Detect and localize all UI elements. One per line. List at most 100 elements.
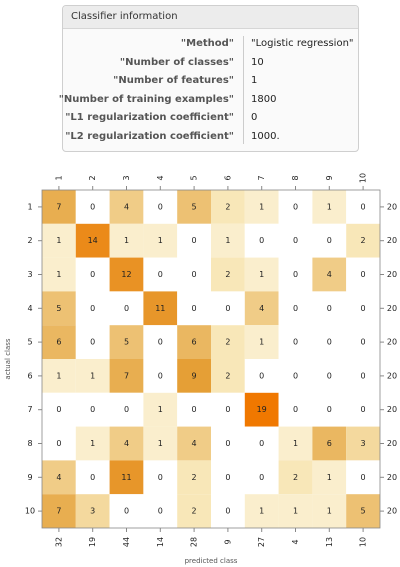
cell (278, 359, 313, 393)
cell-label: 0 (56, 405, 61, 414)
cell-label: 1 (158, 236, 163, 245)
cell (244, 325, 279, 359)
cell-label: 0 (361, 338, 366, 347)
cell (312, 460, 347, 495)
cell-label: 2 (192, 507, 197, 516)
cell (346, 325, 380, 359)
cell-label: 0 (192, 236, 197, 245)
y-axis-label: actual class (4, 338, 12, 380)
info-row: "L2 regularization coefficient" 1000. (63, 128, 358, 146)
cell-label: 1 (293, 507, 298, 516)
cell-label: 1 (259, 338, 264, 347)
cell-label: 0 (259, 439, 264, 448)
cell-label: 0 (90, 473, 95, 482)
cell (346, 426, 380, 461)
y-tick-label: 9 (27, 473, 32, 482)
cell (42, 190, 76, 224)
cell (75, 257, 110, 292)
cell (177, 460, 211, 495)
y-tick-label: 4 (27, 304, 32, 313)
cell-label: 0 (327, 236, 332, 245)
cell (42, 291, 76, 326)
cell (75, 494, 110, 528)
cell-label: 1 (259, 202, 264, 211)
cell-label: 1 (56, 236, 61, 245)
cell (42, 426, 76, 461)
cell-label: 0 (124, 304, 129, 313)
x-tick-label: 10 (359, 173, 368, 183)
x-axis-label: predicted class (185, 557, 238, 565)
cell-label: 2 (361, 236, 366, 245)
cell-label: 6 (327, 439, 332, 448)
cell-label: 0 (158, 202, 163, 211)
cell (143, 426, 178, 461)
cell-label: 0 (293, 371, 298, 380)
cell-label: 5 (124, 338, 129, 347)
cell-label: 1 (90, 371, 95, 380)
info-value: 1800 (251, 93, 277, 105)
x-tick-label: 2 (88, 175, 97, 180)
cell-label: 0 (90, 270, 95, 279)
cell-label: 0 (90, 202, 95, 211)
row-total: 20 (387, 371, 397, 380)
cell-label: 6 (192, 338, 197, 347)
cell (346, 392, 380, 427)
row-total: 20 (387, 304, 397, 313)
cell (109, 494, 144, 528)
cell (143, 291, 178, 326)
cell (75, 291, 110, 326)
cell (244, 426, 279, 461)
cell-label: 0 (158, 270, 163, 279)
cell (211, 494, 245, 528)
cell-label: 0 (361, 202, 366, 211)
cell (177, 325, 211, 359)
cell (75, 190, 110, 224)
cell (211, 392, 245, 427)
cell (346, 291, 380, 326)
y-tick-label: 10 (25, 507, 35, 516)
info-row: "L1 regularization coefficient" 0 (63, 109, 358, 127)
cell (211, 190, 245, 224)
cell (312, 426, 347, 461)
cell-label: 0 (158, 371, 163, 380)
y-tick-label: 2 (27, 236, 32, 245)
cell (143, 223, 178, 258)
cell-label: 0 (90, 338, 95, 347)
cell (211, 426, 245, 461)
cell (75, 460, 110, 495)
cell (278, 223, 313, 258)
frame (41, 189, 381, 529)
cell-label: 4 (124, 202, 129, 211)
cell-label: 9 (192, 371, 197, 380)
cell (346, 257, 380, 292)
cell-label: 0 (124, 507, 129, 516)
cell-label: 7 (56, 507, 61, 516)
cell (109, 223, 144, 258)
cell-label: 0 (259, 236, 264, 245)
cell (278, 426, 313, 461)
cell (177, 494, 211, 528)
info-value: 10 (251, 56, 264, 68)
cell (109, 257, 144, 292)
cell (109, 291, 144, 326)
info-row: "Number of features" 1 (63, 72, 358, 90)
column-total: 10 (359, 537, 368, 547)
cell (312, 392, 347, 427)
cell-label: 1 (158, 405, 163, 414)
cell (42, 460, 76, 495)
y-tick-label: 6 (27, 371, 32, 380)
column-total: 32 (54, 537, 63, 547)
info-key: "Method" (180, 38, 234, 49)
cell-label: 0 (225, 473, 230, 482)
cell (244, 257, 279, 292)
cell (244, 494, 279, 528)
cell-label: 1 (90, 439, 95, 448)
cell (109, 392, 144, 427)
cell (143, 494, 178, 528)
cell (244, 460, 279, 495)
cell-label: 4 (327, 270, 332, 279)
cell (109, 426, 144, 461)
cell (346, 190, 380, 224)
cell-label: 0 (327, 405, 332, 414)
